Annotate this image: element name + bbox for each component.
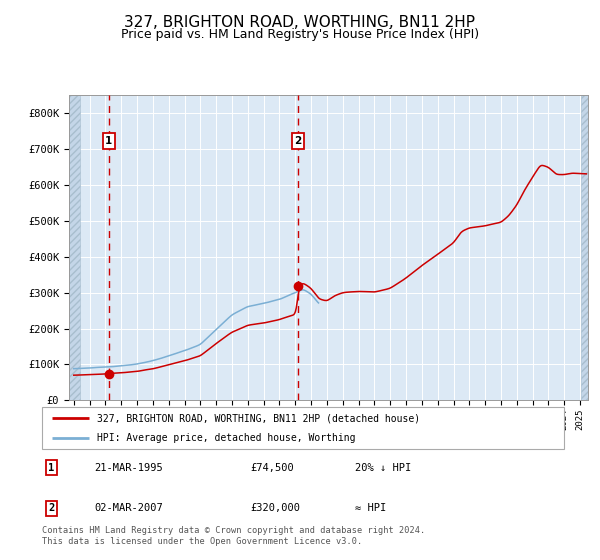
- Text: 2: 2: [48, 503, 55, 513]
- Text: 21-MAR-1995: 21-MAR-1995: [94, 463, 163, 473]
- FancyBboxPatch shape: [42, 407, 564, 449]
- Text: 1: 1: [105, 136, 112, 146]
- Text: Price paid vs. HM Land Registry's House Price Index (HPI): Price paid vs. HM Land Registry's House …: [121, 28, 479, 41]
- Text: 20% ↓ HPI: 20% ↓ HPI: [355, 463, 412, 473]
- Text: HPI: Average price, detached house, Worthing: HPI: Average price, detached house, Wort…: [97, 433, 355, 443]
- Text: 327, BRIGHTON ROAD, WORTHING, BN11 2HP: 327, BRIGHTON ROAD, WORTHING, BN11 2HP: [125, 15, 476, 30]
- Text: 327, BRIGHTON ROAD, WORTHING, BN11 2HP (detached house): 327, BRIGHTON ROAD, WORTHING, BN11 2HP (…: [97, 413, 420, 423]
- Text: £320,000: £320,000: [251, 503, 301, 513]
- Bar: [581, 95, 588, 400]
- Text: 1: 1: [48, 463, 55, 473]
- Bar: [69, 95, 80, 400]
- Text: £74,500: £74,500: [251, 463, 295, 473]
- Text: 2: 2: [295, 136, 302, 146]
- Text: 02-MAR-2007: 02-MAR-2007: [94, 503, 163, 513]
- Text: Contains HM Land Registry data © Crown copyright and database right 2024.
This d: Contains HM Land Registry data © Crown c…: [42, 526, 425, 546]
- Text: ≈ HPI: ≈ HPI: [355, 503, 386, 513]
